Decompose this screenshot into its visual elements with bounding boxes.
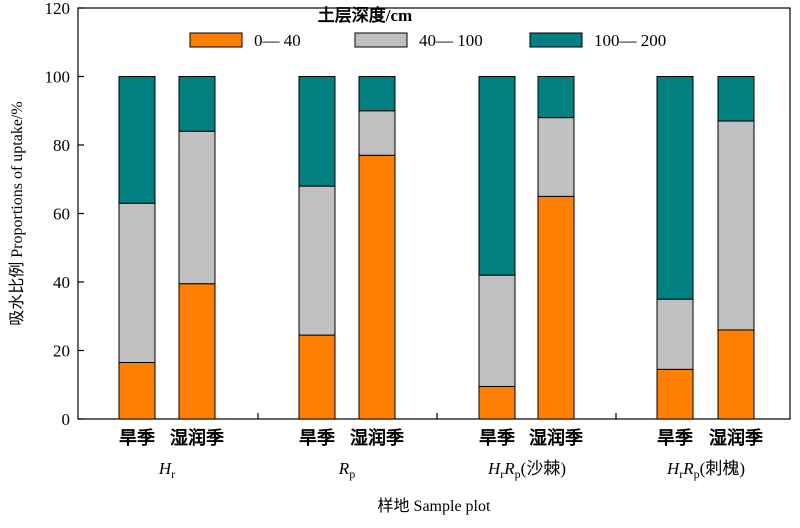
bar-segment-2 — [537, 117, 575, 197]
bar-segment-3 — [178, 76, 216, 132]
bar-segment-3 — [537, 76, 575, 119]
legend-swatch-3 — [529, 32, 583, 48]
category-label: 湿润季 — [709, 427, 763, 448]
category-label: 旱季 — [479, 428, 515, 448]
category-label: 湿润季 — [529, 427, 583, 448]
bar-segment-1 — [478, 385, 516, 420]
bar-segment-1 — [298, 334, 336, 420]
y-tick-label: 120 — [45, 0, 71, 18]
axes: 0 20 40 60 80 100 120 — [45, 0, 791, 429]
bar-segment-1 — [537, 195, 575, 420]
bar-segment-3 — [656, 76, 694, 300]
y-tick-label: 40 — [53, 273, 70, 292]
bar-segment-1 — [656, 368, 694, 420]
bar-segment-1 — [118, 361, 156, 420]
category-label: 旱季 — [299, 428, 335, 448]
bar-segment-2 — [178, 130, 216, 285]
legend-label-1: 0— 40 — [254, 31, 301, 50]
bar-segment-3 — [717, 76, 755, 122]
y-tick-label: 20 — [53, 342, 70, 361]
legend-swatch-1 — [189, 32, 243, 48]
bar-segment-3 — [358, 76, 396, 112]
bar-segment-2 — [298, 185, 336, 336]
bar-segment-1 — [178, 283, 216, 420]
bar-segment-3 — [118, 76, 156, 204]
bar-segment-2 — [717, 120, 755, 331]
category-label: 旱季 — [119, 428, 155, 448]
bar-segment-2 — [358, 110, 396, 156]
legend-title: 土层深度/cm — [318, 5, 412, 25]
bar-segment-2 — [478, 274, 516, 387]
bar-segment-2 — [118, 202, 156, 363]
y-tick-label: 0 — [62, 410, 71, 429]
category-label: 湿润季 — [170, 427, 224, 448]
y-tick-label: 100 — [45, 68, 71, 87]
bar-segment-2 — [656, 298, 694, 370]
legend-label-2: 40— 100 — [419, 31, 483, 50]
legend-label-3: 100— 200 — [594, 31, 666, 50]
bar-segment-1 — [358, 154, 396, 420]
y-tick-label: 80 — [53, 136, 70, 155]
x-axis-title: 样地 Sample plot — [378, 497, 491, 515]
group-label: Rp — [338, 459, 355, 481]
legend-swatch-2 — [354, 32, 408, 48]
y-axis-title: 吸水比例 Proportions of uptake/% — [8, 101, 26, 325]
group-label: HrRp(刺槐) — [666, 459, 745, 481]
bar-segment-3 — [298, 76, 336, 187]
category-label: 湿润季 — [350, 427, 404, 448]
group-label: Hr — [158, 459, 175, 481]
y-tick-label: 60 — [53, 205, 70, 224]
bar-segment-1 — [717, 329, 755, 420]
group-label: HrRp(沙棘) — [487, 459, 566, 481]
bar-segment-3 — [478, 76, 516, 276]
category-label: 旱季 — [657, 428, 693, 448]
bars — [118, 76, 755, 420]
legend: 土层深度/cm 0— 40 40— 100 100— 200 — [189, 5, 666, 50]
